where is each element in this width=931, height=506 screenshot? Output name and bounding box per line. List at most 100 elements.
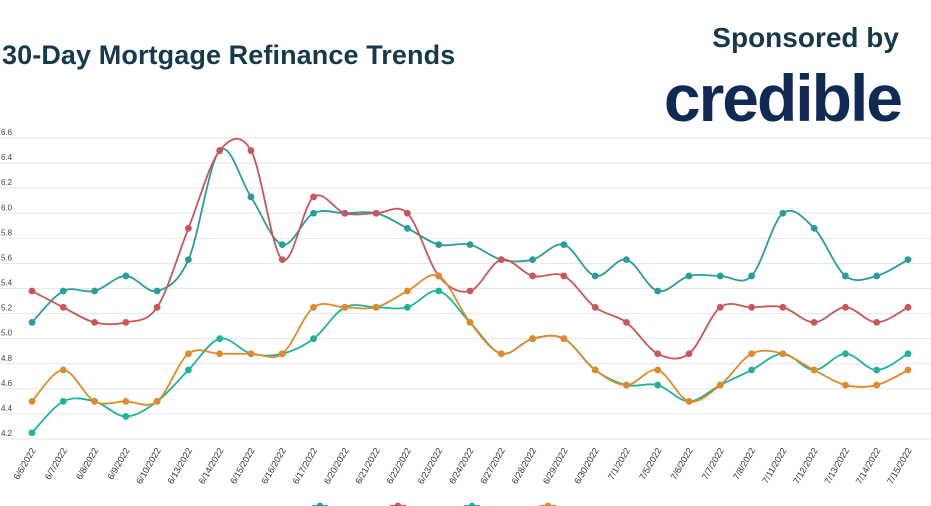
data-point (247, 147, 255, 154)
data-point (779, 209, 787, 217)
legend-marker (544, 502, 552, 506)
data-point (435, 272, 443, 280)
data-point (278, 241, 286, 249)
data-point (654, 350, 662, 358)
data-point (529, 256, 536, 264)
data-point (185, 224, 192, 232)
data-point (529, 335, 536, 343)
data-point (404, 303, 411, 311)
y-tick-label: 5.0 (1, 329, 13, 338)
data-point (341, 303, 349, 311)
data-point (842, 303, 849, 311)
data-point (28, 429, 36, 437)
x-tick-label: 6/10/2022 (134, 446, 163, 486)
sponsor-label: Sponsored by (712, 22, 899, 53)
x-tick-label: 6/15/2022 (228, 446, 257, 486)
data-point (591, 366, 599, 374)
x-tick-label: 6/22/2022 (384, 446, 413, 486)
series-line (31, 289, 909, 434)
x-tick-label: 6/8/2022 (74, 446, 100, 481)
data-point (59, 397, 67, 405)
data-point (591, 303, 599, 311)
data-point (810, 318, 818, 326)
x-tick-label: 6/30/2022 (572, 446, 601, 486)
data-point (748, 272, 755, 280)
data-point (560, 241, 568, 249)
x-tick-label: 6/9/2022 (105, 446, 131, 481)
x-tick-label: 7/6/2022 (669, 446, 695, 481)
data-point (216, 147, 224, 154)
data-point (59, 366, 67, 374)
data-point (716, 381, 724, 389)
x-tick-label: 7/7/2022 (700, 446, 726, 481)
data-point (904, 350, 912, 358)
data-point (779, 350, 787, 358)
data-point (560, 272, 568, 280)
data-point (873, 366, 881, 374)
x-tick-label: 6/24/2022 (447, 446, 476, 486)
data-point (278, 350, 286, 358)
data-point (748, 303, 755, 311)
data-point (185, 256, 192, 264)
y-tick-label: 4.4 (1, 404, 13, 413)
x-tick-label: 7/5/2022 (637, 446, 663, 481)
y-tick-label: 6.0 (1, 203, 13, 212)
data-point (153, 303, 161, 311)
brand-logo: credible (663, 61, 903, 135)
data-point (654, 381, 662, 389)
data-point (216, 350, 224, 358)
data-point (404, 209, 411, 217)
data-point (873, 381, 881, 389)
data-point (247, 350, 255, 358)
data-point (466, 287, 474, 295)
x-tick-label: 6/29/2022 (541, 446, 570, 486)
x-tick-label: 6/27/2022 (478, 446, 507, 486)
data-point (716, 303, 724, 311)
x-tick-label: 6/14/2022 (197, 446, 226, 486)
data-point (654, 287, 662, 295)
data-point (779, 303, 787, 311)
data-point (185, 350, 192, 358)
y-tick-label: 4.8 (1, 354, 13, 363)
data-point (748, 366, 755, 374)
data-point (28, 287, 36, 295)
x-tick-label: 7/13/2022 (822, 446, 851, 486)
x-tick-label: 6/23/2022 (416, 446, 445, 486)
data-point (122, 413, 130, 420)
data-point (435, 241, 443, 249)
data-point (310, 209, 317, 217)
data-point (404, 287, 411, 295)
y-tick-label: 4.2 (1, 429, 13, 438)
data-point (904, 303, 912, 311)
data-point (153, 287, 161, 295)
x-tick-label: 7/12/2022 (791, 446, 820, 486)
data-point (28, 318, 36, 326)
data-point (278, 256, 286, 264)
data-point (560, 335, 568, 343)
data-point (748, 350, 755, 358)
data-point (341, 209, 349, 217)
x-tick-label: 6/17/2022 (291, 446, 320, 486)
data-point (404, 224, 411, 232)
data-point (185, 366, 192, 374)
data-point (372, 303, 380, 311)
legend-marker (316, 502, 324, 506)
grid-lines (0, 137, 931, 440)
y-axis-ticks: 4.2 4.4 4.6 4.8 5.0 5.2 5.4 5.6 5.8 6.0 6.2 6.4 6.6 (1, 128, 13, 438)
x-tick-label: 7/11/2022 (760, 446, 788, 485)
data-point (91, 397, 98, 405)
data-point (842, 381, 849, 389)
data-point (247, 193, 255, 201)
data-point (842, 350, 849, 358)
data-point (904, 366, 912, 374)
data-point (716, 272, 724, 280)
data-point (122, 272, 130, 280)
data-point (904, 256, 912, 264)
data-point (91, 318, 98, 326)
data-point (435, 287, 443, 295)
legend-marker (468, 502, 476, 506)
data-point (623, 381, 630, 389)
data-point (59, 303, 67, 311)
legend (312, 502, 556, 506)
data-point (310, 303, 317, 311)
